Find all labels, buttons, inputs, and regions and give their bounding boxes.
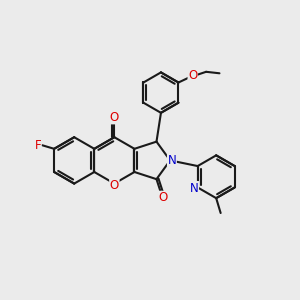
Text: O: O <box>158 191 167 204</box>
Text: O: O <box>188 70 197 83</box>
Text: N: N <box>190 182 199 194</box>
Text: O: O <box>110 179 119 192</box>
Text: O: O <box>110 111 119 124</box>
Text: F: F <box>34 139 41 152</box>
Text: N: N <box>167 154 176 167</box>
